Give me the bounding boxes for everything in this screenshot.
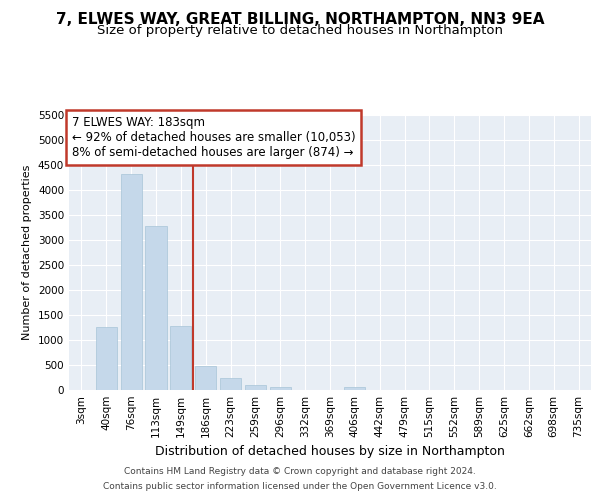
Bar xyxy=(220,378,241,390)
Text: Contains HM Land Registry data © Crown copyright and database right 2024.: Contains HM Land Registry data © Crown c… xyxy=(124,467,476,476)
Y-axis label: Number of detached properties: Number of detached properties xyxy=(22,165,32,340)
Text: Size of property relative to detached houses in Northampton: Size of property relative to detached ho… xyxy=(97,24,503,37)
Bar xyxy=(145,226,167,390)
Bar xyxy=(96,326,117,390)
Bar xyxy=(245,385,266,390)
Bar xyxy=(270,387,291,390)
Bar xyxy=(170,326,191,390)
X-axis label: Distribution of detached houses by size in Northampton: Distribution of detached houses by size … xyxy=(155,446,505,458)
Bar xyxy=(121,174,142,390)
Text: Contains public sector information licensed under the Open Government Licence v3: Contains public sector information licen… xyxy=(103,482,497,491)
Text: 7, ELWES WAY, GREAT BILLING, NORTHAMPTON, NN3 9EA: 7, ELWES WAY, GREAT BILLING, NORTHAMPTON… xyxy=(56,12,544,28)
Bar xyxy=(195,366,216,390)
Bar xyxy=(344,386,365,390)
Text: 7 ELWES WAY: 183sqm
← 92% of detached houses are smaller (10,053)
8% of semi-det: 7 ELWES WAY: 183sqm ← 92% of detached ho… xyxy=(71,116,355,160)
